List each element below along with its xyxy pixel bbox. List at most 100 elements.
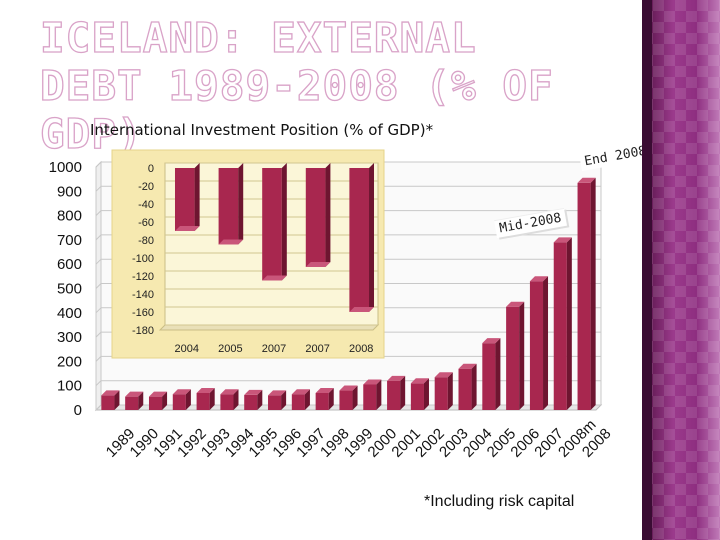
bar-top bbox=[291, 389, 310, 395]
inset-x-tick-label: 2005 bbox=[218, 343, 242, 355]
bar-side bbox=[447, 372, 453, 410]
bar-top bbox=[315, 387, 334, 393]
bar-front bbox=[410, 383, 424, 410]
gridline-diag bbox=[95, 283, 102, 289]
bar-top bbox=[148, 391, 168, 397]
y-tick-label: 200 bbox=[57, 353, 82, 370]
bar-front bbox=[506, 306, 520, 410]
bar-1995 bbox=[244, 389, 263, 410]
bar-top bbox=[387, 375, 406, 381]
bar-1998 bbox=[315, 387, 334, 410]
y-tick-label: 0 bbox=[74, 402, 82, 419]
inset-x-tick-label: 2008 bbox=[349, 343, 373, 355]
gridline-diag bbox=[95, 210, 102, 216]
bar-side bbox=[566, 237, 572, 410]
bar-front bbox=[244, 394, 258, 410]
bar-side bbox=[209, 387, 215, 410]
bar-side bbox=[495, 338, 501, 410]
bar-front bbox=[125, 396, 139, 410]
inset-bar-2 bbox=[262, 163, 287, 281]
inset-bar-front bbox=[262, 168, 282, 281]
bar-1993 bbox=[196, 387, 215, 410]
gridline-diag bbox=[95, 380, 102, 387]
bar-2007 bbox=[529, 276, 549, 410]
bar-side bbox=[400, 375, 406, 410]
inset-bar-1 bbox=[218, 163, 244, 245]
bar-top bbox=[196, 387, 215, 393]
gridline-diag bbox=[95, 185, 102, 192]
footnote: *Including risk capital bbox=[424, 493, 575, 510]
inset-bar-side bbox=[281, 163, 287, 281]
bar-top bbox=[101, 390, 120, 396]
gridline-diag bbox=[95, 356, 102, 362]
gridline-diag bbox=[95, 404, 102, 411]
y-tick-label: 800 bbox=[57, 208, 82, 225]
bar-front bbox=[101, 395, 115, 410]
bar-side bbox=[543, 276, 549, 410]
bar-side bbox=[185, 389, 191, 410]
bar-side bbox=[352, 385, 358, 410]
bar-top bbox=[553, 237, 572, 243]
bar-1999 bbox=[339, 385, 358, 410]
inset-y-tick-label: -20 bbox=[138, 181, 154, 193]
bar-2002 bbox=[410, 378, 429, 410]
bar-front bbox=[529, 281, 544, 410]
bar-top bbox=[458, 363, 477, 369]
gridline-diag bbox=[95, 258, 102, 265]
bar-front bbox=[363, 384, 377, 410]
bar-1992 bbox=[172, 389, 191, 410]
bar-2006 bbox=[506, 301, 525, 410]
bar-front bbox=[434, 377, 448, 410]
inset-bar-side bbox=[194, 163, 200, 231]
bar-side bbox=[376, 379, 382, 410]
bar-1997 bbox=[291, 389, 310, 410]
inset-y-tick-label: -160 bbox=[132, 307, 154, 319]
y-tick-label: 700 bbox=[57, 232, 82, 249]
bar-1991 bbox=[148, 391, 168, 410]
bar-front bbox=[553, 242, 567, 410]
inset-bar-bottom bbox=[262, 275, 287, 281]
bar-side bbox=[519, 301, 525, 410]
inset-bar-bottom bbox=[174, 226, 200, 231]
bar-front bbox=[577, 182, 591, 410]
inset-bar-4 bbox=[349, 163, 375, 312]
bar-side bbox=[471, 363, 477, 410]
inset-bar-side bbox=[238, 163, 244, 245]
bar-top bbox=[529, 276, 549, 282]
bar-top bbox=[172, 389, 191, 395]
bar-front bbox=[220, 394, 234, 410]
bar-top bbox=[434, 372, 453, 378]
gridline-diag bbox=[95, 331, 102, 338]
bar-top bbox=[268, 390, 287, 396]
inset-bar-bottom bbox=[218, 239, 244, 245]
bar-2001 bbox=[387, 375, 406, 410]
bar-top bbox=[125, 391, 144, 397]
inset-x-tick-label: 2004 bbox=[175, 343, 199, 355]
inset-y-tick-label: -60 bbox=[138, 217, 154, 229]
inset-y-tick-label: -180 bbox=[132, 325, 154, 337]
gridline-diag bbox=[95, 234, 102, 241]
inset-bar-side bbox=[369, 163, 375, 312]
inset-bar-side bbox=[325, 163, 331, 267]
bar-top bbox=[339, 385, 358, 391]
bar-top bbox=[363, 379, 382, 385]
bar-2004 bbox=[458, 363, 477, 410]
decorative-sidebar bbox=[642, 0, 720, 540]
bar-side bbox=[590, 177, 596, 410]
inset-y-tick-label: -140 bbox=[132, 289, 154, 301]
bar-front bbox=[268, 395, 282, 410]
bar-front bbox=[387, 380, 401, 410]
y-tick-label: 300 bbox=[57, 329, 82, 346]
bar-2005 bbox=[482, 338, 501, 410]
bar-top bbox=[506, 301, 525, 307]
bar-side bbox=[138, 391, 144, 410]
bar-top bbox=[220, 389, 239, 395]
bar-top bbox=[244, 389, 263, 395]
inset-bar-front bbox=[218, 168, 239, 245]
y-tick-label: 900 bbox=[57, 183, 82, 200]
bar-1994 bbox=[220, 389, 239, 410]
bar-front bbox=[196, 392, 210, 410]
bar-side bbox=[281, 390, 287, 410]
y-tick-label: 100 bbox=[57, 378, 82, 395]
y-tick-label: 500 bbox=[57, 281, 82, 298]
